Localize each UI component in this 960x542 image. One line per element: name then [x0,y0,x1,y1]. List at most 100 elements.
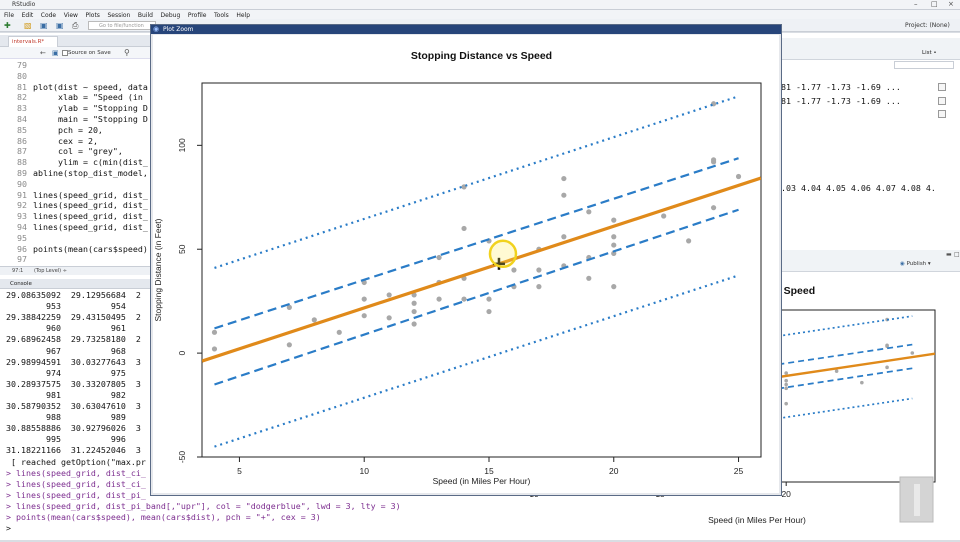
source-on-save-checkbox[interactable] [62,50,68,56]
editor-toolbar: ← ▣ Source on Save ⚲ [0,47,150,59]
scope-selector[interactable]: (Top Level) ÷ [34,268,67,274]
search-icon[interactable]: ⚲ [124,48,130,57]
data-point [611,284,617,290]
line-number: 87 [17,146,27,157]
code-line: main = "Stopping D [33,114,148,124]
data-point [784,386,788,391]
plot-zoom-window: ◉ Plot Zoom Stopping Distance vs Speed 5 1… [150,24,782,496]
menu-profile[interactable]: Profile [187,12,207,19]
data-point [710,205,717,211]
list-view-toggle[interactable]: List • [922,50,937,56]
y-axis-label: Stopping Distance (in Feet) [153,218,163,321]
menu-file[interactable]: File [4,12,15,19]
y-tick-label: 0 [177,350,187,355]
pane-minimize-icon[interactable]: ▬ [946,251,952,258]
data-point [686,238,692,244]
line-number: 96 [17,243,27,254]
x-tick-label: 25 [734,466,744,476]
data-point [311,317,317,323]
x-tick-label: 5 [237,466,242,476]
console-tabs: Console [0,279,150,289]
back-arrow-icon[interactable]: ← [40,49,46,57]
code-line: ylim = c(min(dist_ [33,157,148,168]
console-output-line: 29.98994591 30.03277643 3 [6,356,141,367]
env-search-input[interactable] [894,61,954,69]
line-number: 79 [17,60,27,70]
new-file-icon[interactable]: ✚ [4,21,11,30]
save-all-icon[interactable]: ▣ [56,21,64,30]
console-output-line: 30.58790352 30.63047610 3 [6,401,141,411]
data-point [211,346,218,352]
data-point [586,209,592,215]
console-command: > lines(speed_grid, dist_pi_band[,"upr"]… [6,500,401,511]
data-point [710,157,717,163]
open-folder-icon[interactable]: ▧ [24,21,32,30]
code-line: lines(speed_grid, dist_ [33,200,148,211]
y-tick-label: 50 [177,244,187,254]
menu-view[interactable]: View [63,12,78,19]
data-point [784,371,788,375]
line-number: 85 [17,124,27,135]
code-line: cex = 2, [33,135,98,146]
data-point [486,296,492,302]
env-row-checkbox[interactable] [938,110,946,118]
console-output-line: 30.28937575 30.33207805 3 [6,378,141,389]
data-point [211,329,218,335]
data-point [611,234,617,240]
menu-debug[interactable]: Debug [160,12,181,19]
line-number: 88 [17,157,27,168]
env-row-checkbox[interactable] [938,83,946,91]
env-value-row: 4.03 4.04 4.05 4.06 4.07 4.08 4. [776,183,936,193]
menu-build[interactable]: Build [137,12,153,19]
data-point [286,342,292,348]
regression-line [202,176,761,363]
data-point [561,175,567,182]
confidence-band-upper [214,157,739,330]
menu-session[interactable]: Session [107,12,131,19]
data-point [586,275,592,281]
resize-grip-handle [914,484,920,516]
console-output-line: 31.18221166 31.22452046 3 [6,445,141,456]
plot-area: Stopping Distance vs Speed 5 10 15 20 25 -50 0 5… [153,35,779,493]
menu-help[interactable]: Help [236,12,251,19]
code-editor[interactable]: 79 80 81 plot(dist ~ speed, data 82 xlab = "… [0,59,150,266]
menu-edit[interactable]: Edit [21,12,34,19]
tab-console[interactable]: Console [10,281,32,287]
data-point [784,401,788,406]
prediction-band-lower [214,274,739,448]
line-number: 83 [17,103,27,114]
cursor-highlight-icon [488,239,518,269]
env-value-row: .81 -1.77 -1.73 -1.69 ... [776,82,901,92]
menu-tools[interactable]: Tools [214,12,229,19]
pane-maximize-icon[interactable]: □ [954,251,960,258]
tab-intervals-r[interactable]: intervals.R* [8,36,58,47]
data-point [784,378,788,383]
menu-plots[interactable]: Plots [85,12,100,19]
save-icon[interactable]: ▣ [40,21,48,30]
project-menu[interactable]: Project: (None) [905,22,950,29]
editor-tabs: intervals.R* [0,35,150,47]
code-line: plot(dist ~ speed, data [33,81,148,92]
data-point [361,296,367,302]
maximize-icon[interactable]: □ [931,0,938,8]
editor-statusbar: 97:1 (Top Level) ÷ [0,266,150,275]
line-number: 97 [17,254,27,265]
env-row-checkbox[interactable] [938,97,946,105]
close-icon[interactable]: × [948,0,954,8]
plot-zoom-titlebar[interactable]: ◉ Plot Zoom [151,25,781,34]
plot-zoom-title: Plot Zoom [163,26,194,33]
goto-file-input[interactable]: Go to file/function [88,21,156,30]
minimize-icon[interactable]: – [914,0,918,8]
console-output-line: > [6,523,11,534]
line-number: 82 [17,92,27,103]
data-point [536,284,542,290]
editor-save-icon[interactable]: ▣ [52,49,59,57]
publish-button[interactable]: ◉ Publish ▾ [900,261,931,267]
x-tick-label: 15 [484,466,494,476]
window-titlebar: RStudio – □ × [0,0,960,10]
code-line: lines(speed_grid, dist_ [33,189,148,200]
publish-label: Publish [906,261,927,267]
data-point [910,351,915,355]
menu-code[interactable]: Code [40,12,57,19]
print-icon[interactable]: ⎙ [72,21,79,30]
